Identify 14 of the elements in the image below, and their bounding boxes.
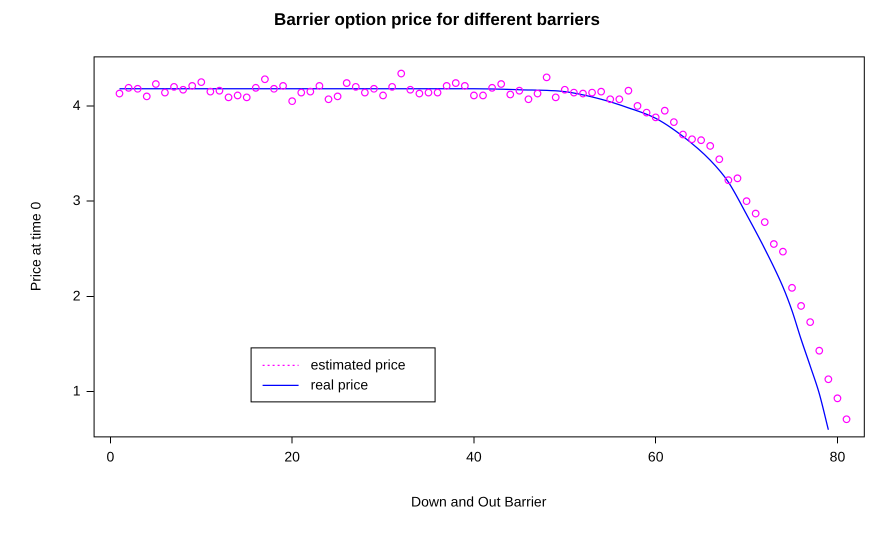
y-tick-label: 4 <box>72 96 81 113</box>
y-tick-label: 1 <box>72 382 81 398</box>
legend-label: real price <box>310 376 368 392</box>
x-tick-label: 0 <box>106 448 114 465</box>
legend-label: estimated price <box>310 356 406 372</box>
x-axis-title: Down and Out Barrier <box>410 493 547 510</box>
y-axis-title: Price at time 0 <box>27 201 44 292</box>
x-tick-label: 60 <box>648 448 664 465</box>
y-tick-label: 3 <box>72 192 81 208</box>
y-tick-label: 2 <box>72 287 81 304</box>
x-tick-label: 40 <box>466 448 482 465</box>
x-tick-label: 80 <box>830 448 846 465</box>
x-tick-label: 20 <box>284 448 300 465</box>
chart-title: Barrier option price for different barriers <box>274 10 600 29</box>
